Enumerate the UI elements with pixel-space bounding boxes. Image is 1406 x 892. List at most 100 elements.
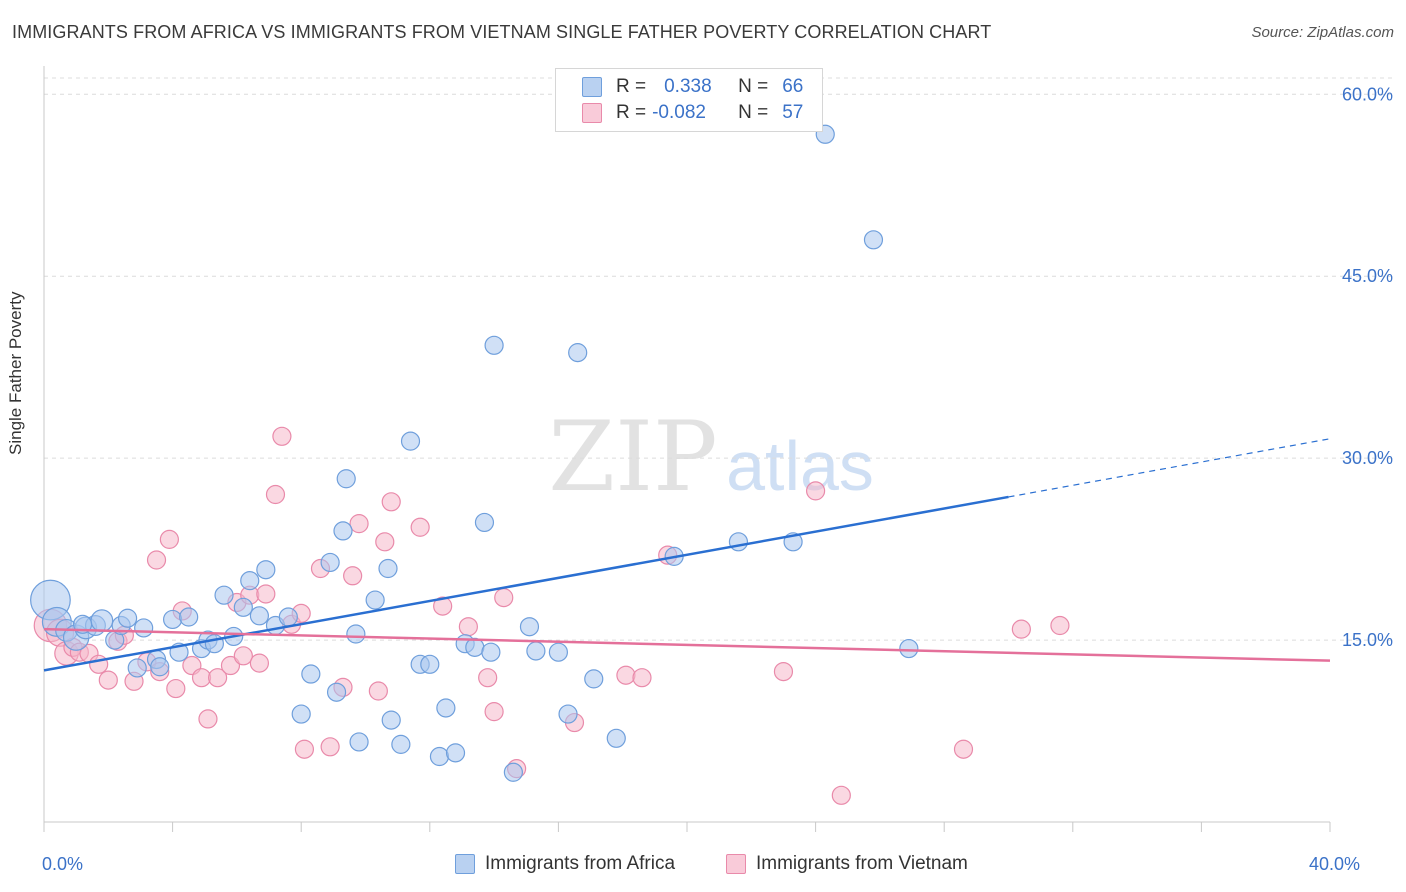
source-label: Source: ZipAtlas.com [1251,24,1394,41]
vietnam-point [484,702,504,722]
vietnam-point [616,665,636,685]
africa-point [90,609,114,633]
vietnam-point [98,670,118,690]
africa-point [429,746,450,767]
africa-point [863,230,884,250]
vietnam-point [375,532,395,552]
vietnam-point [166,678,186,699]
y-tick-label: 60.0% [1342,84,1393,104]
vietnam-point [256,584,276,604]
africa-point [558,704,578,724]
vietnam-trend-line [43,627,1331,662]
africa-point [326,682,347,702]
legend-row-vietnam: R = -0.082 N = 57 [582,101,803,125]
vietnam-point [831,785,851,805]
africa-point [179,607,199,627]
vietnam-point [89,654,109,674]
africa-point [163,609,183,630]
africa-point [240,571,260,591]
africa-point [214,585,234,605]
africa-point [134,618,154,638]
africa-point [291,704,311,724]
africa-point [233,597,253,617]
africa-point [503,762,523,782]
vietnam-point [433,596,453,616]
vietnam-point [805,481,826,501]
africa-point [548,642,569,662]
africa-point [381,710,401,730]
africa-point [320,552,340,573]
bottom-legend-africa-label: Immigrants from Africa [485,853,676,874]
africa-point [519,617,540,637]
vietnam-point [249,653,270,673]
bottom-legend-africa: Immigrants from Africa [455,852,675,876]
africa-point [728,532,749,552]
africa-point [150,657,170,677]
africa-point [249,606,270,626]
legend-n-label: N = [738,102,769,123]
legend-n-label: N = [738,76,769,97]
africa-point [526,641,546,661]
africa-point [391,734,411,754]
vietnam-point [265,484,286,505]
chart-title: IMMIGRANTS FROM AFRICA VS IMMIGRANTS FRO… [12,22,992,42]
vietnam-point [191,668,212,688]
legend-n-value: 66 [782,76,804,97]
correlation-legend: R = 0.338 N = 66 R = -0.082 N = 57 [555,68,823,132]
legend-r-value: -0.082 [652,102,706,123]
vietnam-point [458,617,478,637]
y-tick-label: 15.0% [1342,630,1393,650]
vietnam-point [272,426,292,446]
bottom-legend-vietnam-label: Immigrants from Vietnam [756,853,968,874]
africa-point [568,343,588,363]
africa-point [365,590,385,610]
africa-point [474,512,495,533]
vietnam-point [368,681,388,701]
africa-point [436,698,456,718]
africa-point [278,607,298,627]
africa-point [117,608,138,628]
legend-n-value: 57 [782,102,804,123]
africa-trend-line [43,495,1009,672]
vietnam-point [494,588,514,608]
y-tick-label: 45.0% [1342,266,1393,286]
vietnam-point [381,492,401,512]
africa-point [484,335,504,355]
africa-point [301,664,321,684]
africa-point [256,560,276,580]
legend-r-label: R = [616,76,647,97]
vietnam-point [953,739,974,759]
vietnam-point [349,514,369,534]
vietnam-swatch [582,103,602,123]
africa-trend-extension [1008,438,1331,498]
watermark-zip: ZIP [548,401,717,513]
africa-point [584,669,604,689]
africa-swatch [582,77,602,97]
africa-point [420,654,440,674]
vietnam-point [632,668,652,688]
vietnam-point [773,661,794,682]
vietnam-point [208,668,228,688]
vietnam-point [233,646,253,666]
vietnam-point [343,566,363,586]
legend-row-africa: R = 0.338 N = 66 [582,75,803,99]
legend-r-label: R = [616,102,647,123]
africa-point [899,638,919,659]
x-tick-label: 40.0% [1309,854,1360,874]
x-tick-label: 0.0% [42,854,83,874]
africa-point [606,728,626,748]
legend-r-value: 0.338 [664,76,712,97]
africa-point [127,658,147,678]
vietnam-point [320,737,340,757]
watermark-atlas: atlas [726,427,874,505]
africa-swatch [455,854,475,874]
bottom-legend-vietnam: Immigrants from Vietnam [726,852,968,876]
vietnam-point [1050,615,1070,636]
vietnam-point [146,550,167,570]
africa-point [445,743,466,763]
africa-point [336,469,356,489]
vietnam-point [410,517,430,537]
y-tick-label: 30.0% [1342,448,1393,468]
vietnam-point [294,739,315,759]
